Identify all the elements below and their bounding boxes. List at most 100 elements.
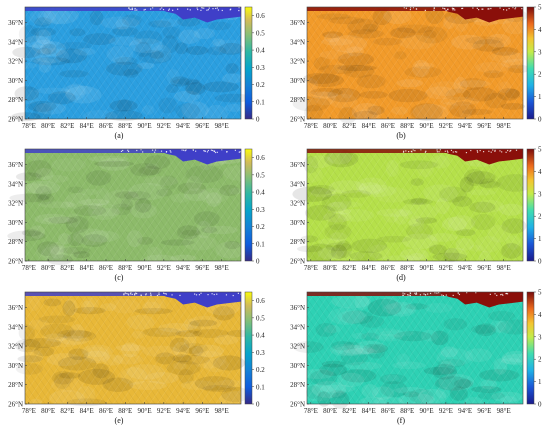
lat-tick-label: 26°N bbox=[8, 258, 23, 266]
lat-tick-label: 32°N bbox=[8, 200, 23, 208]
lat-tick-label: 30°N bbox=[290, 219, 305, 227]
lon-tick-label: 90°E bbox=[420, 407, 434, 415]
lon-tick-label: 96°E bbox=[477, 407, 491, 415]
panel-caption: (a) bbox=[115, 131, 124, 140]
map-panel-d: 26°N 28°N 30°N 32°N 34°N 36°N 78°E 80°E 82°E 84°E… bbox=[290, 146, 542, 283]
colorbar-right: 0 1 2 3 4 5 bbox=[526, 4, 542, 124]
lon-tick-label: 80°E bbox=[41, 264, 55, 272]
map-frame bbox=[306, 6, 524, 120]
lat-tick-label: 32°N bbox=[290, 58, 305, 66]
colorbar-tick-label: 0.2 bbox=[256, 366, 265, 374]
lat-tick-label: 36°N bbox=[8, 19, 23, 27]
lon-tick-label: 92°E bbox=[439, 407, 453, 415]
colorbar-tick-label: 4 bbox=[538, 26, 542, 34]
lon-tick-label: 80°E bbox=[323, 407, 337, 415]
lon-tick-label: 84°E bbox=[362, 264, 376, 272]
colorbar-left: 0 0.1 0.2 0.3 0.4 0.5 0.6 bbox=[244, 6, 265, 124]
lon-tick-label: 92°E bbox=[157, 407, 171, 415]
plateau-region bbox=[441, 292, 523, 308]
lon-tick-label: 92°E bbox=[439, 264, 453, 272]
colorbar-tick-label: 0.1 bbox=[256, 240, 265, 248]
colorbar-tick-label: 0.5 bbox=[256, 314, 265, 322]
lon-tick-label: 78°E bbox=[304, 264, 318, 272]
lat-tick-label: 28°N bbox=[290, 238, 305, 246]
lon-tick-label: 90°E bbox=[420, 264, 434, 272]
lon-tick-label: 78°E bbox=[22, 122, 36, 130]
lon-tick-label: 86°E bbox=[381, 122, 395, 130]
lat-tick-label: 26°N bbox=[8, 116, 23, 124]
colorbar-tick-label: 3 bbox=[538, 333, 542, 341]
panel-caption: (d) bbox=[396, 273, 406, 282]
lon-tick-label: 82°E bbox=[60, 264, 74, 272]
lat-tick-label: 34°N bbox=[8, 323, 23, 331]
plateau-strip bbox=[25, 7, 241, 11]
plateau-region bbox=[159, 7, 241, 23]
lon-tick-label: 84°E bbox=[362, 122, 376, 130]
lat-tick-label: 28°N bbox=[8, 238, 23, 246]
lon-tick-label: 84°E bbox=[80, 122, 94, 130]
colorbar-tick-label: 1 bbox=[538, 378, 542, 386]
colorbar-tick-label: 0.5 bbox=[256, 171, 265, 179]
plateau-region bbox=[441, 7, 523, 23]
lon-tick-label: 88°E bbox=[118, 407, 132, 415]
map-frame bbox=[24, 148, 242, 262]
lat-tick-label: 36°N bbox=[290, 19, 305, 27]
lon-tick-label: 96°E bbox=[477, 264, 491, 272]
lat-tick-label: 30°N bbox=[290, 77, 305, 85]
panel-caption: (f) bbox=[397, 416, 405, 425]
map-frame bbox=[24, 6, 242, 120]
lon-tick-label: 84°E bbox=[80, 407, 94, 415]
lon-tick-label: 96°E bbox=[195, 407, 209, 415]
lat-tick-label: 32°N bbox=[8, 58, 23, 66]
lat-tick-label: 32°N bbox=[8, 343, 23, 351]
lon-tick-label: 82°E bbox=[342, 264, 356, 272]
lon-tick-label: 90°E bbox=[138, 264, 152, 272]
colorbar-tick-label: 0.4 bbox=[256, 47, 265, 55]
colorbar-tick-label: 5 bbox=[538, 146, 542, 154]
lon-tick-label: 92°E bbox=[439, 122, 453, 130]
lon-tick-label: 84°E bbox=[80, 264, 94, 272]
lat-tick-label: 28°N bbox=[8, 381, 23, 389]
lon-tick-label: 82°E bbox=[342, 122, 356, 130]
lon-tick-label: 88°E bbox=[118, 264, 132, 272]
colorbar-tick-label: 5 bbox=[538, 289, 542, 297]
colorbar-tick-label: 4 bbox=[538, 311, 542, 319]
lon-tick-label: 78°E bbox=[304, 407, 318, 415]
lat-tick-label: 26°N bbox=[290, 401, 305, 409]
lon-tick-label: 84°E bbox=[362, 407, 376, 415]
plateau-strip bbox=[25, 149, 241, 153]
lat-tick-label: 28°N bbox=[290, 96, 305, 104]
lon-tick-label: 96°E bbox=[195, 122, 209, 130]
colorbar-tick-label: 0.5 bbox=[256, 29, 265, 37]
lon-tick-label: 86°E bbox=[99, 122, 113, 130]
colorbar-tick-label: 0 bbox=[538, 258, 542, 266]
lat-tick-label: 30°N bbox=[8, 362, 23, 370]
colorbar-tick-label: 0 bbox=[538, 401, 542, 409]
lat-tick-label: 36°N bbox=[290, 161, 305, 169]
lon-tick-label: 92°E bbox=[157, 264, 171, 272]
lat-tick-label: 30°N bbox=[290, 362, 305, 370]
lon-tick-label: 94°E bbox=[176, 407, 190, 415]
lat-tick-label: 30°N bbox=[8, 77, 23, 85]
panel-caption: (b) bbox=[396, 131, 406, 140]
colorbar-left: 0 0.1 0.2 0.3 0.4 0.5 0.6 bbox=[244, 148, 265, 266]
map-frame bbox=[306, 148, 524, 262]
colorbar-tick-label: 4 bbox=[538, 168, 542, 176]
map-frame bbox=[306, 291, 524, 405]
lon-tick-label: 98°E bbox=[215, 264, 229, 272]
lon-tick-label: 86°E bbox=[99, 407, 113, 415]
map-panel-b: 26°N 28°N 30°N 32°N 34°N 36°N 78°E 80°E 82°E 84°E… bbox=[290, 4, 542, 141]
lon-tick-label: 88°E bbox=[400, 407, 414, 415]
lat-tick-label: 32°N bbox=[290, 200, 305, 208]
lat-tick-label: 26°N bbox=[8, 401, 23, 409]
map-panel-a: 26°N 28°N 30°N 32°N 34°N 36°N 78°E 80°E 82°E 84°E… bbox=[8, 6, 265, 140]
lon-tick-label: 86°E bbox=[381, 264, 395, 272]
colorbar-tick-label: 0.4 bbox=[256, 332, 265, 340]
lat-tick-label: 34°N bbox=[8, 38, 23, 46]
lon-tick-label: 80°E bbox=[323, 122, 337, 130]
colorbar-tick-label: 0.1 bbox=[256, 383, 265, 391]
lat-tick-label: 26°N bbox=[290, 116, 305, 124]
lon-tick-label: 98°E bbox=[497, 122, 511, 130]
colorbar-tick-label: 0.6 bbox=[256, 297, 265, 305]
lat-tick-label: 34°N bbox=[290, 38, 305, 46]
